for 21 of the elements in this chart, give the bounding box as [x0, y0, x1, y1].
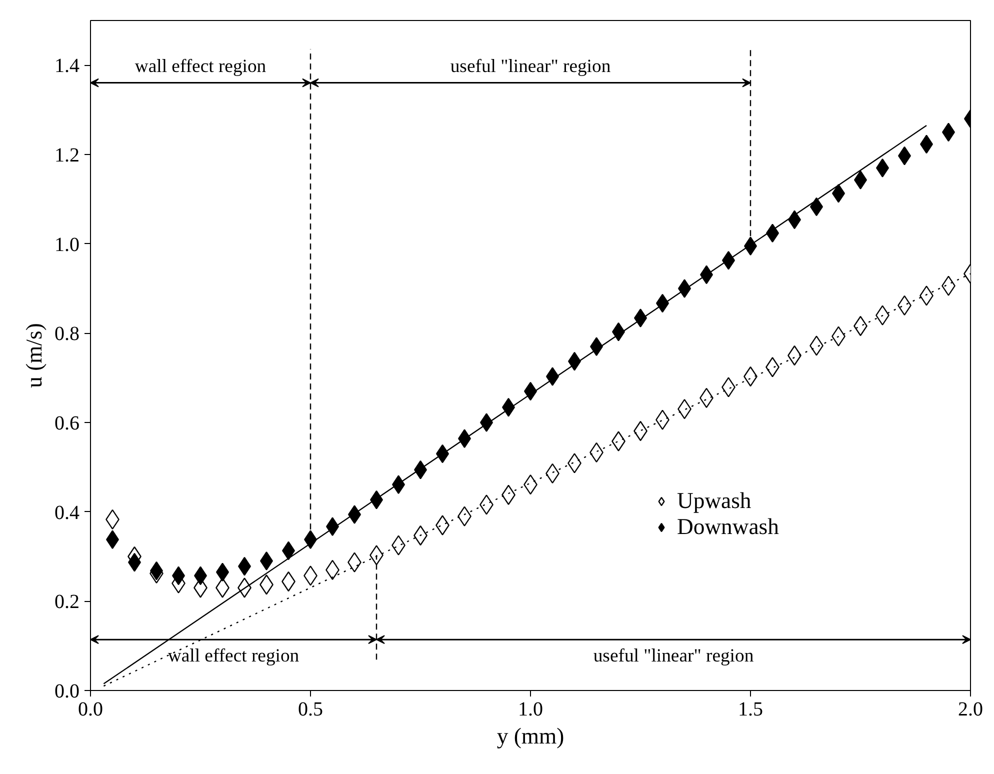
y-tick-label: 1.4: [54, 55, 80, 78]
y-tick-label: 0.0: [54, 680, 80, 702]
x-tick-label: 1.0: [518, 698, 543, 720]
legend-label: Upwash: [677, 488, 752, 514]
x-tick-label: 1.5: [738, 698, 763, 720]
x-axis-title: y (mm): [496, 724, 564, 748]
x-tick-label: 2.0: [958, 698, 983, 720]
annotation: useful "linear" region: [450, 56, 612, 77]
y-tick-label: 0.2: [54, 591, 80, 614]
y-tick-label: 1.0: [54, 234, 80, 256]
y-tick-label: 0.4: [54, 502, 80, 524]
legend-label: Downwash: [677, 514, 779, 540]
annotation: useful "linear" region: [593, 646, 754, 667]
x-tick-label: 0.0: [78, 698, 103, 720]
y-tick-label: 1.2: [54, 144, 80, 166]
y-axis-title: u (m/s): [22, 323, 46, 388]
annotation: wall effect region: [134, 56, 267, 77]
x-tick-label: 0.5: [298, 698, 323, 720]
annotation: wall effect region: [168, 646, 300, 667]
y-tick-label: 0.6: [54, 412, 80, 434]
y-tick-label: 0.8: [54, 323, 80, 346]
